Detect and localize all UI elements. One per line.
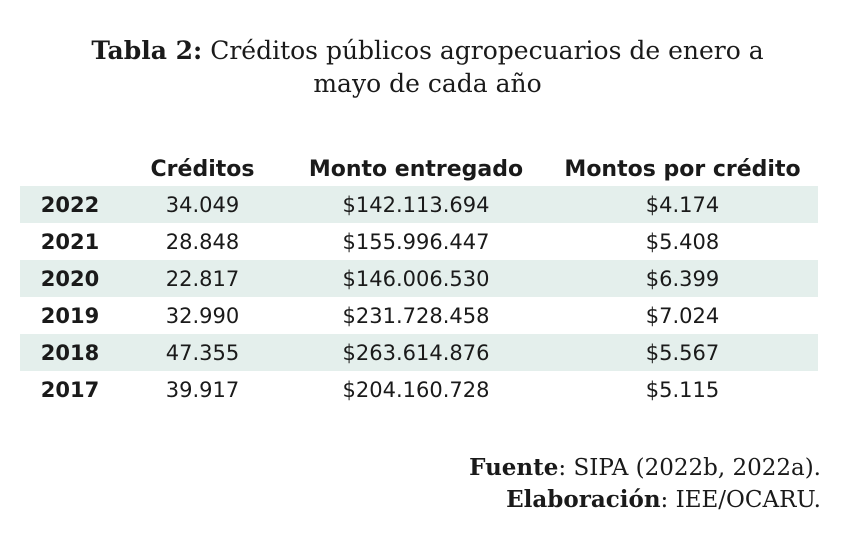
row-creditos: 22.817 — [165, 266, 240, 291]
row-monto: $231.728.458 — [342, 303, 490, 328]
row-creditos: 47.355 — [165, 340, 240, 365]
row-year: 2017 — [40, 377, 100, 402]
source-note: Fuente: SIPA (2022b, 2022a). Elaboración… — [469, 452, 821, 516]
fuente-label: Fuente — [469, 454, 559, 481]
table-row: 2019 32.990 $231.728.458 $7.024 — [20, 297, 818, 334]
table-row: 2021 28.848 $155.996.447 $5.408 — [20, 223, 818, 260]
credits-table: Créditos Monto entregado Montos por créd… — [20, 146, 818, 408]
fuente-line: Fuente: SIPA (2022b, 2022a). — [469, 452, 821, 484]
row-year: 2019 — [40, 303, 100, 328]
row-monto: $146.006.530 — [342, 266, 490, 291]
table-row: 2018 47.355 $263.614.876 $5.567 — [20, 334, 818, 371]
row-year: 2022 — [40, 192, 100, 217]
elaboracion-text: : IEE/OCARU. — [660, 487, 821, 513]
row-creditos: 34.049 — [165, 192, 240, 217]
fuente-text: : SIPA (2022b, 2022a). — [558, 455, 821, 481]
table-row: 2022 34.049 $142.113.694 $4.174 — [20, 186, 818, 223]
row-monto-por-credito: $5.408 — [645, 229, 720, 254]
row-monto: $142.113.694 — [342, 192, 490, 217]
header-creditos: Créditos — [150, 157, 255, 182]
row-creditos: 28.848 — [165, 229, 240, 254]
header-montos-por-credito: Montos por crédito — [564, 157, 801, 182]
header-monto-entregado: Monto entregado — [308, 157, 524, 182]
row-monto-por-credito: $4.174 — [645, 192, 720, 217]
row-monto: $204.160.728 — [342, 377, 490, 402]
row-year: 2018 — [40, 340, 100, 365]
row-creditos: 32.990 — [165, 303, 240, 328]
title-label: Tabla 2: — [91, 36, 203, 65]
row-monto: $155.996.447 — [342, 229, 490, 254]
row-monto-por-credito: $7.024 — [645, 303, 720, 328]
table-title: Tabla 2: Créditos públicos agropecuarios… — [0, 34, 855, 100]
row-year: 2020 — [40, 266, 100, 291]
row-monto: $263.614.876 — [342, 340, 490, 365]
elaboracion-label: Elaboración — [506, 486, 661, 513]
table-header-row: Créditos Monto entregado Montos por créd… — [20, 146, 818, 186]
title-text-line-1: Créditos públicos agropecuarios de enero… — [202, 36, 764, 65]
table-row: 2017 39.917 $204.160.728 $5.115 — [20, 371, 818, 408]
table-row: 2020 22.817 $146.006.530 $6.399 — [20, 260, 818, 297]
title-text-line-2: mayo de cada año — [313, 69, 542, 98]
row-year: 2021 — [40, 229, 100, 254]
title-line-1: Tabla 2: Créditos públicos agropecuarios… — [0, 34, 855, 67]
row-creditos: 39.917 — [165, 377, 240, 402]
row-monto-por-credito: $6.399 — [645, 266, 720, 291]
elaboracion-line: Elaboración: IEE/OCARU. — [469, 484, 821, 516]
row-monto-por-credito: $5.115 — [645, 377, 720, 402]
row-monto-por-credito: $5.567 — [645, 340, 720, 365]
